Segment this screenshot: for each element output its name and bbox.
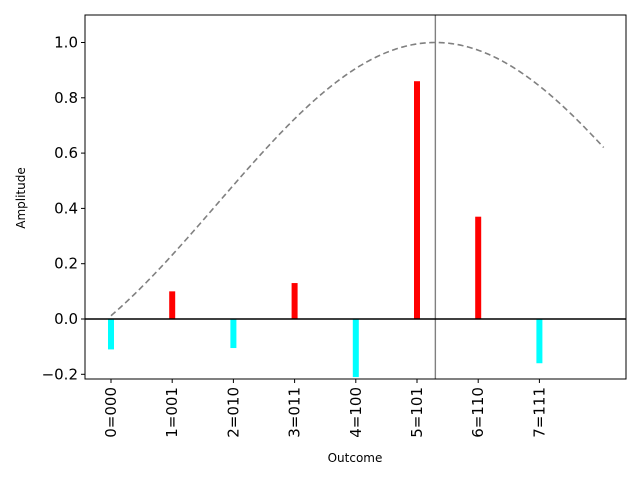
y-tick-label: 0.8 — [54, 89, 78, 107]
x-tick-label: 6=110 — [469, 387, 487, 438]
x-axis-ticks: 0=000 1=001 2=010 3=011 4=100 5=101 6=110 7=111 — [102, 379, 548, 438]
y-tick-label: 0.2 — [54, 255, 78, 273]
y-axis-ticks: −0.2 0.0 0.2 0.4 0.6 0.8 1.0 — [42, 34, 85, 383]
x-tick-label: 0=000 — [102, 387, 120, 438]
x-tick-label: 7=111 — [530, 387, 548, 438]
y-tick-label: 0.6 — [54, 144, 78, 162]
bar-3=011 — [291, 283, 298, 319]
y-tick-label: 1.0 — [54, 34, 78, 52]
x-tick-label: 1=001 — [163, 387, 181, 438]
x-axis-label: Outcome — [328, 451, 383, 465]
bars-layer — [108, 81, 543, 378]
y-tick-label: 0.0 — [54, 310, 78, 328]
bar-5=101 — [414, 81, 420, 320]
bar-4=100 — [352, 319, 359, 378]
bar-6=110 — [475, 216, 482, 319]
x-tick-label: 2=010 — [224, 387, 242, 438]
x-tick-label: 4=100 — [347, 387, 365, 438]
envelope-layer — [110, 41, 605, 317]
y-tick-label: 0.4 — [54, 199, 78, 217]
x-tick-label: 3=011 — [286, 387, 304, 438]
bar-1=001 — [169, 291, 176, 319]
bar-7=111 — [536, 319, 543, 364]
bar-2=010 — [230, 319, 237, 349]
envelope-curve — [110, 41, 605, 317]
x-tick-label: 5=101 — [408, 387, 426, 438]
bar-0=000 — [108, 319, 114, 350]
y-tick-label: −0.2 — [42, 365, 78, 383]
y-axis-label: Amplitude — [14, 167, 28, 229]
